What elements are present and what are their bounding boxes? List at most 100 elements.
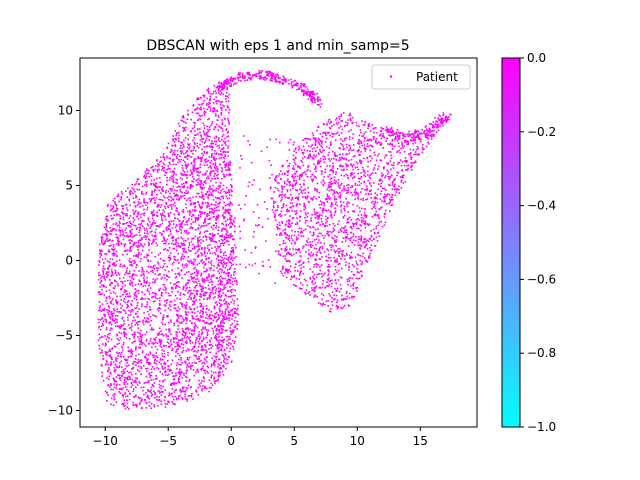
- data-point: [411, 162, 414, 164]
- data-point: [184, 305, 187, 307]
- data-point: [146, 331, 148, 333]
- data-point: [228, 303, 230, 305]
- data-point: [225, 95, 227, 97]
- data-point: [223, 160, 226, 163]
- data-point: [121, 347, 124, 349]
- data-point: [231, 235, 234, 237]
- data-point: [138, 346, 140, 349]
- data-point: [119, 362, 121, 364]
- data-point: [159, 181, 161, 184]
- data-point: [115, 325, 117, 327]
- data-point: [213, 316, 216, 319]
- data-point: [122, 234, 124, 237]
- data-point: [223, 355, 225, 358]
- data-point: [135, 194, 137, 197]
- data-point: [187, 191, 189, 193]
- data-point: [228, 123, 230, 125]
- data-point: [183, 266, 185, 269]
- data-point: [215, 92, 217, 95]
- data-point: [199, 179, 201, 182]
- data-point: [182, 331, 185, 333]
- data-point: [118, 273, 121, 276]
- data-point: [112, 210, 115, 213]
- data-point: [419, 140, 422, 143]
- data-point: [120, 360, 123, 363]
- data-point: [359, 247, 361, 249]
- data-point: [401, 179, 403, 182]
- data-point: [225, 316, 227, 318]
- data-point: [217, 324, 219, 327]
- data-point: [225, 128, 228, 130]
- data-point: [278, 194, 281, 196]
- data-point: [130, 329, 133, 331]
- data-point: [164, 389, 166, 391]
- data-point: [194, 245, 196, 248]
- data-point: [228, 205, 231, 207]
- data-point: [138, 308, 140, 310]
- data-point: [292, 176, 294, 178]
- data-point: [203, 132, 205, 135]
- data-point: [220, 348, 223, 350]
- data-point: [155, 315, 158, 318]
- data-point: [214, 316, 217, 319]
- data-point: [204, 221, 207, 224]
- data-point: [199, 196, 201, 198]
- data-point: [222, 289, 224, 291]
- data-point: [351, 194, 354, 196]
- data-point: [174, 205, 176, 207]
- data-point: [221, 312, 223, 314]
- data-point: [138, 229, 141, 231]
- data-point: [201, 344, 204, 347]
- data-point: [312, 134, 315, 136]
- data-point: [220, 127, 222, 129]
- data-point: [202, 326, 204, 329]
- data-point: [177, 314, 180, 317]
- data-point: [156, 206, 158, 208]
- data-point: [102, 270, 105, 273]
- data-point: [120, 299, 122, 301]
- data-point: [190, 150, 193, 153]
- data-point: [200, 160, 203, 162]
- data-point: [114, 202, 117, 205]
- data-point: [182, 344, 185, 346]
- data-point: [175, 281, 178, 284]
- data-point: [224, 312, 227, 315]
- data-point: [125, 337, 128, 339]
- data-point: [120, 242, 122, 244]
- data-point: [224, 210, 226, 212]
- data-point: [203, 362, 206, 365]
- data-point: [334, 139, 337, 141]
- data-point: [101, 375, 103, 377]
- data-point: [174, 389, 177, 392]
- data-point: [364, 189, 366, 191]
- data-point: [204, 292, 207, 294]
- data-point: [344, 237, 347, 239]
- data-point: [194, 206, 196, 209]
- data-point: [224, 298, 226, 301]
- data-point: [199, 285, 201, 287]
- data-point: [111, 268, 113, 271]
- data-point: [112, 205, 114, 208]
- data-point: [131, 378, 133, 381]
- data-point: [108, 378, 110, 381]
- data-point: [211, 209, 214, 211]
- data-point: [227, 236, 230, 239]
- data-point: [224, 155, 226, 157]
- data-point: [160, 188, 163, 191]
- data-point: [147, 381, 149, 383]
- data-point: [232, 263, 235, 266]
- data-point: [210, 382, 212, 385]
- data-point: [178, 185, 180, 188]
- data-point: [168, 225, 170, 227]
- data-point: [216, 109, 218, 112]
- data-point: [319, 224, 321, 226]
- data-point: [168, 303, 171, 306]
- data-point: [337, 279, 340, 281]
- data-point: [139, 397, 142, 399]
- data-point: [224, 142, 226, 144]
- data-point: [143, 312, 145, 314]
- data-point: [333, 294, 336, 297]
- data-point: [108, 245, 110, 247]
- data-point: [214, 163, 217, 165]
- data-point: [220, 177, 223, 180]
